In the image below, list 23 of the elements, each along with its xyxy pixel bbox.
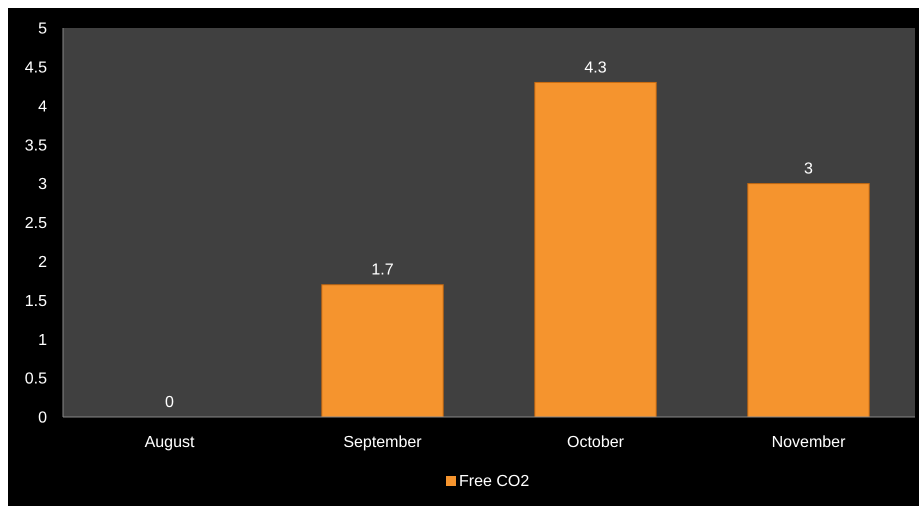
y-tick-label: 1.5 [24, 292, 48, 310]
y-tick-label: 2.5 [24, 215, 48, 232]
y-tick-label: 0 [38, 410, 48, 427]
x-tick-label: September [343, 434, 422, 451]
data-label: 4.3 [584, 59, 607, 76]
legend-label: Free CO2 [459, 473, 530, 490]
y-tick-label: 0.5 [24, 370, 48, 388]
bar [747, 183, 870, 418]
y-tick-label: 5 [38, 20, 48, 38]
x-tick-label: November [772, 434, 846, 451]
y-tick-label: 2 [38, 254, 48, 271]
y-tick-label: 3.5 [24, 137, 48, 154]
data-label: 0 [165, 394, 174, 411]
y-tick-label: 4 [38, 98, 48, 116]
data-label: 1.7 [371, 262, 394, 279]
data-label: 3 [804, 160, 814, 178]
y-tick-label: 1 [38, 332, 48, 349]
x-tick-label: October [567, 434, 625, 451]
y-tick-label: 4.5 [24, 60, 48, 76]
y-tick-label: 3 [38, 176, 48, 194]
x-tick-label: August [144, 434, 195, 451]
bar [321, 284, 444, 418]
bar [534, 82, 657, 418]
